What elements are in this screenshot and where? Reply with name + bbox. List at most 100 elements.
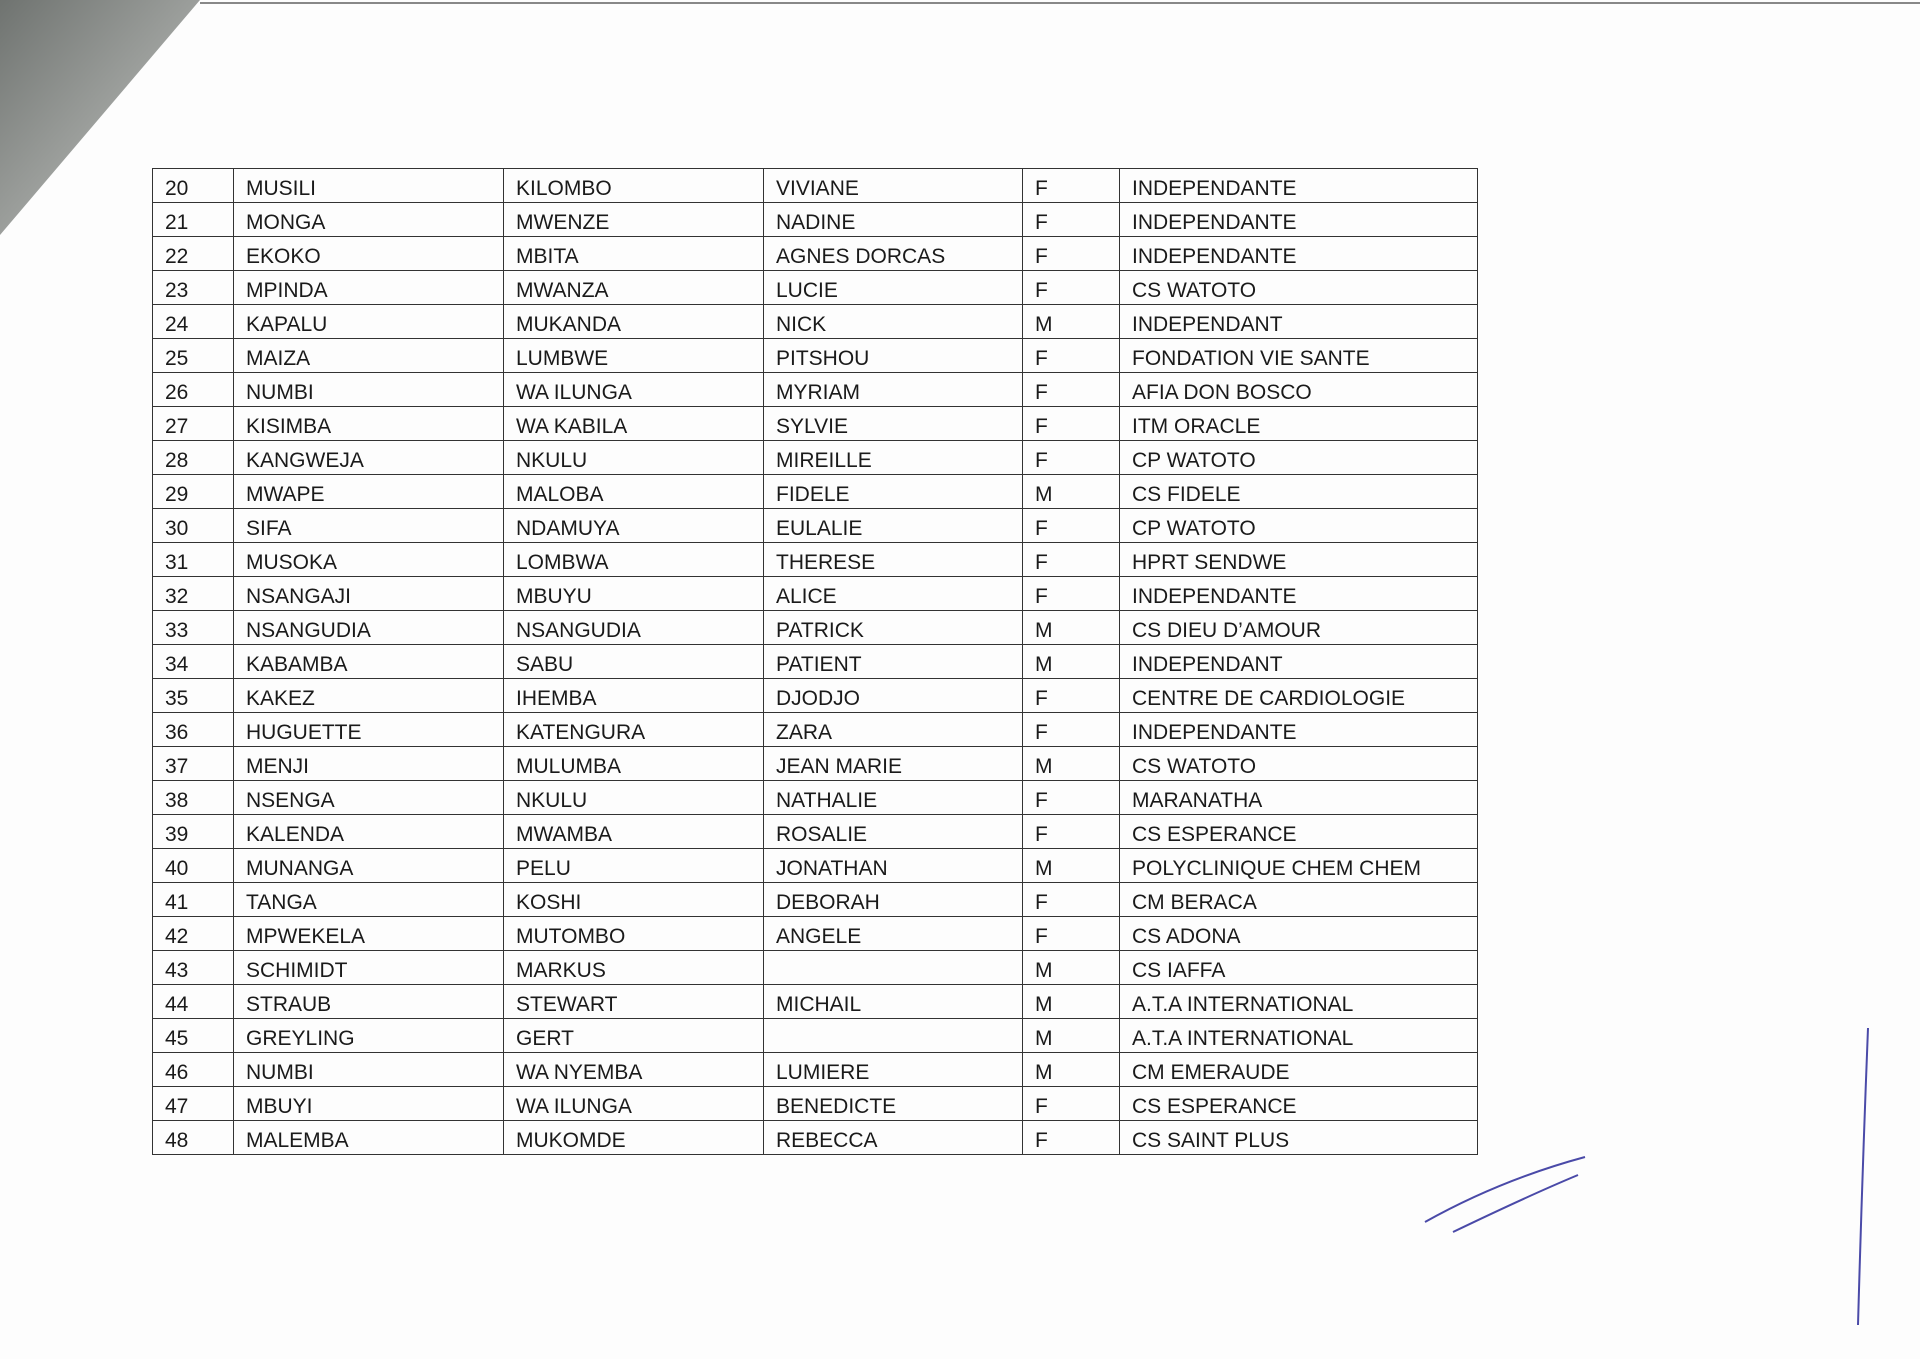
institution: INDEPENDANTE (1119, 712, 1478, 747)
institution: CS ADONA (1119, 916, 1478, 951)
last-name: KALENDA (233, 814, 504, 849)
middle-name: NDAMUYA (503, 508, 764, 543)
row-number: 43 (152, 950, 234, 985)
middle-name: MWAMBA (503, 814, 764, 849)
row-number: 39 (152, 814, 234, 849)
first-name: THERESE (763, 542, 1023, 577)
institution: CS DIEU D’AMOUR (1119, 610, 1478, 645)
row-number: 45 (152, 1018, 234, 1053)
row-number: 41 (152, 882, 234, 917)
last-name: MPINDA (233, 270, 504, 305)
table-row: 44 STRAUB STEWART MICHAIL M A.T.A INTERNATION… (152, 984, 1478, 1019)
first-name: BENEDICTE (763, 1086, 1023, 1121)
institution: INDEPENDANTE (1119, 168, 1478, 203)
sex: F (1022, 712, 1120, 747)
last-name: STRAUB (233, 984, 504, 1019)
institution: INDEPENDANTE (1119, 576, 1478, 611)
sex: F (1022, 576, 1120, 611)
table-row: 21 MONGA MWENZE NADINE F INDEPENDANTE (152, 202, 1478, 237)
table-row: 20 MUSILI KILOMBO VIVIANE F INDEPENDANTE (152, 168, 1478, 203)
institution: HPRT SENDWE (1119, 542, 1478, 577)
last-name: NUMBI (233, 372, 504, 407)
last-name: MBUYI (233, 1086, 504, 1121)
first-name: NICK (763, 304, 1023, 339)
last-name: MUNANGA (233, 848, 504, 883)
sex: F (1022, 1120, 1120, 1155)
first-name: DJODJO (763, 678, 1023, 713)
row-number: 25 (152, 338, 234, 373)
sex: F (1022, 1086, 1120, 1121)
first-name: PATRICK (763, 610, 1023, 645)
row-number: 33 (152, 610, 234, 645)
middle-name: LOMBWA (503, 542, 764, 577)
institution: CM EMERAUDE (1119, 1052, 1478, 1087)
sex: M (1022, 746, 1120, 781)
first-name: REBECCA (763, 1120, 1023, 1155)
last-name: SIFA (233, 508, 504, 543)
row-number: 23 (152, 270, 234, 305)
last-name: MALEMBA (233, 1120, 504, 1155)
sex: M (1022, 848, 1120, 883)
institution: CS FIDELE (1119, 474, 1478, 509)
last-name: KAPALU (233, 304, 504, 339)
middle-name: MUKANDA (503, 304, 764, 339)
middle-name: KATENGURA (503, 712, 764, 747)
first-name: NATHALIE (763, 780, 1023, 815)
sex: F (1022, 440, 1120, 475)
middle-name: WA KABILA (503, 406, 764, 441)
last-name: MONGA (233, 202, 504, 237)
middle-name: WA ILUNGA (503, 372, 764, 407)
first-name: LUCIE (763, 270, 1023, 305)
row-number: 31 (152, 542, 234, 577)
institution: ITM ORACLE (1119, 406, 1478, 441)
row-number: 46 (152, 1052, 234, 1087)
table-row: 29 MWAPE MALOBA FIDELE M CS FIDELE (152, 474, 1478, 509)
last-name: KANGWEJA (233, 440, 504, 475)
middle-name: SABU (503, 644, 764, 679)
middle-name: PELU (503, 848, 764, 883)
first-name: ZARA (763, 712, 1023, 747)
institution: CP WATOTO (1119, 440, 1478, 475)
institution: POLYCLINIQUE CHEM CHEM (1119, 848, 1478, 883)
institution: AFIA DON BOSCO (1119, 372, 1478, 407)
row-number: 47 (152, 1086, 234, 1121)
first-name (763, 1018, 1023, 1053)
sex: M (1022, 1052, 1120, 1087)
middle-name: MULUMBA (503, 746, 764, 781)
table-row: 22 EKOKO MBITA AGNES DORCAS F INDEPENDANTE (152, 236, 1478, 271)
row-number: 42 (152, 916, 234, 951)
table-row: 38 NSENGA NKULU NATHALIE F MARANATHA (152, 780, 1478, 815)
middle-name: KOSHI (503, 882, 764, 917)
table-row: 25 MAIZA LUMBWE PITSHOU F FONDATION VIE SANTE (152, 338, 1478, 373)
sex: F (1022, 270, 1120, 305)
table-row: 46 NUMBI WA NYEMBA LUMIERE M CM EMERAUDE (152, 1052, 1478, 1087)
sex: F (1022, 372, 1120, 407)
first-name: MIREILLE (763, 440, 1023, 475)
sex: M (1022, 474, 1120, 509)
first-name: JONATHAN (763, 848, 1023, 883)
pen-stroke (1857, 1027, 1869, 1326)
sex: M (1022, 304, 1120, 339)
row-number: 21 (152, 202, 234, 237)
sex: F (1022, 168, 1120, 203)
middle-name: KILOMBO (503, 168, 764, 203)
row-number: 37 (152, 746, 234, 781)
table-row: 36 HUGUETTE KATENGURA ZARA F INDEPENDANTE (152, 712, 1478, 747)
row-number: 30 (152, 508, 234, 543)
table-row: 32 NSANGAJI MBUYU ALICE F INDEPENDANTE (152, 576, 1478, 611)
first-name: SYLVIE (763, 406, 1023, 441)
sex: F (1022, 406, 1120, 441)
first-name: EULALIE (763, 508, 1023, 543)
institution: A.T.A INTERNATIONAL (1119, 1018, 1478, 1053)
row-number: 40 (152, 848, 234, 883)
institution: FONDATION VIE SANTE (1119, 338, 1478, 373)
sex: F (1022, 780, 1120, 815)
last-name: MAIZA (233, 338, 504, 373)
middle-name: MALOBA (503, 474, 764, 509)
table-row: 26 NUMBI WA ILUNGA MYRIAM F AFIA DON BOSCO (152, 372, 1478, 407)
middle-name: MBITA (503, 236, 764, 271)
table-row: 35 KAKEZ IHEMBA DJODJO F CENTRE DE CARDIOLOGI… (152, 678, 1478, 713)
pen-stroke (1452, 1174, 1579, 1233)
sex: M (1022, 610, 1120, 645)
first-name: PATIENT (763, 644, 1023, 679)
